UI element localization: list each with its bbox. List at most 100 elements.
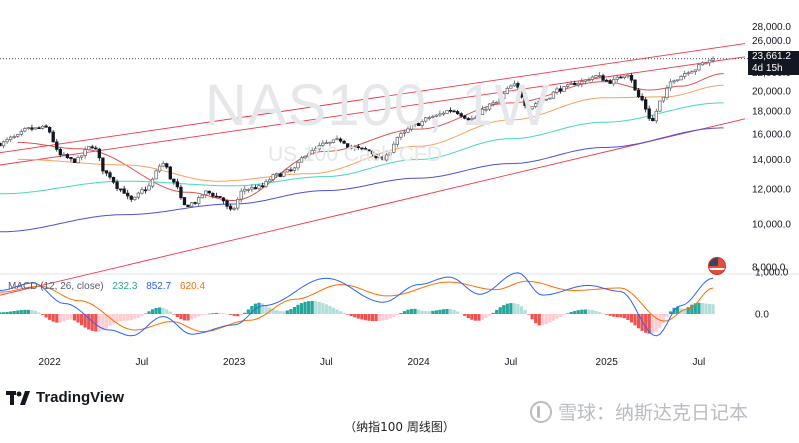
macd-histogram-bar (307, 301, 311, 314)
macd-histogram-bar (647, 314, 651, 334)
figure-caption: （纳指100 周线图） (344, 420, 455, 434)
candle-up (5, 139, 9, 143)
candle-down (260, 185, 265, 188)
macd-histogram-bar (328, 305, 332, 314)
candle-down (143, 189, 148, 192)
candle-up (509, 85, 513, 89)
candle-down (214, 195, 219, 198)
macd-histogram-bar (590, 310, 595, 314)
candle-up (321, 142, 325, 146)
candle-up (487, 103, 492, 110)
candle-up (707, 59, 712, 64)
macd-histogram-bar (693, 303, 697, 314)
candle-up (690, 71, 694, 74)
macd-histogram-bar (30, 310, 34, 314)
candle-up (569, 83, 573, 85)
candle-down (363, 148, 368, 150)
macd-histogram-bar (19, 310, 23, 314)
candle-up (395, 137, 399, 145)
macd-histogram-bar (473, 314, 477, 321)
candle-up (537, 100, 541, 104)
tradingview-logo-text: TradingView (36, 389, 125, 406)
candle-down (126, 192, 130, 197)
candle-up (438, 113, 442, 116)
channel-line-lower (0, 118, 746, 296)
candle-down (640, 95, 644, 101)
candle-down (122, 188, 126, 194)
macd-histogram-bar (583, 309, 587, 314)
macd-legend-histogram: 232.3 (112, 281, 138, 292)
candle-up (498, 97, 502, 103)
candle-up (246, 189, 250, 191)
candle-up (402, 131, 407, 134)
macd-histogram-bar (463, 314, 467, 316)
time-axis-label: Jul (320, 357, 333, 368)
macd-histogram-bar (420, 310, 424, 314)
candle-down (186, 204, 190, 207)
macd-histogram-bar (491, 312, 495, 314)
macd-histogram-bar (16, 310, 20, 314)
candle-down (193, 202, 197, 204)
macd-histogram-bar (466, 314, 470, 319)
macd-histogram-bar (296, 304, 300, 314)
macd-histogram-bar (431, 310, 435, 314)
macd-legend-signal: 620.4 (180, 281, 206, 292)
candle-up (693, 69, 697, 72)
candle-up (83, 149, 87, 156)
tradingview-icon (6, 390, 30, 405)
time-axis-label: 2022 (39, 357, 62, 368)
candle-up (306, 153, 311, 157)
macd-legend[interactable]: MACD (12, 26, close) 232.3 852.7 620.4 (8, 281, 211, 292)
candle-up (8, 136, 13, 140)
candle-up (76, 156, 80, 164)
candle-down (604, 79, 609, 82)
candle-up (534, 103, 538, 107)
macd-histogram-bar (558, 314, 563, 317)
channel-line-upper (0, 43, 746, 154)
candle-up (377, 156, 382, 159)
macd-histogram-bar (165, 309, 169, 314)
macd-histogram-bar (576, 310, 580, 314)
macd-histogram-bar (44, 314, 48, 318)
macd-histogram-bar (236, 314, 240, 317)
candle-up (679, 76, 683, 81)
macd-histogram-bar (413, 308, 417, 314)
candle-up (275, 173, 279, 176)
us-flag-icon[interactable] (708, 257, 726, 275)
macd-histogram-bar (94, 314, 98, 332)
candle-up (16, 134, 20, 137)
candle-down (118, 188, 123, 191)
macd-histogram-bar (76, 314, 80, 323)
candle-down (633, 79, 637, 91)
macd-histogram-bar (512, 303, 517, 314)
candle-up (317, 145, 321, 150)
candle-down (516, 83, 520, 88)
candle-down (608, 80, 612, 84)
candle-down (558, 88, 563, 92)
macd-legend-title: MACD (12, 26, close) (8, 281, 104, 292)
macd-axis-label: 0.0 (755, 310, 769, 321)
macd-histogram-bar (90, 314, 94, 331)
macd-histogram-bar (147, 311, 151, 314)
macd-histogram-bar (370, 314, 375, 322)
macd-histogram-bar (381, 314, 385, 321)
macd-histogram-bar (335, 309, 339, 314)
macd-histogram-bar (154, 308, 158, 314)
macd-histogram-bar (477, 314, 481, 321)
candle-down (367, 149, 371, 152)
candle-up (79, 155, 84, 158)
candle-up (267, 179, 272, 183)
macd-histogram-bar (62, 314, 66, 322)
snowball-icon (530, 400, 552, 423)
macd-histogram-bar (349, 314, 353, 317)
candle-up (232, 207, 236, 210)
macd-histogram-bar (168, 311, 172, 314)
price-axis-label: 28,000.0 (752, 22, 791, 33)
macd-histogram-bar (182, 314, 187, 321)
macd-histogram-bar (250, 306, 254, 314)
tradingview-logo[interactable]: TradingView (6, 389, 124, 406)
macd-histogram-bar (516, 304, 520, 314)
candle-up (658, 100, 662, 112)
candle-down (459, 113, 463, 117)
